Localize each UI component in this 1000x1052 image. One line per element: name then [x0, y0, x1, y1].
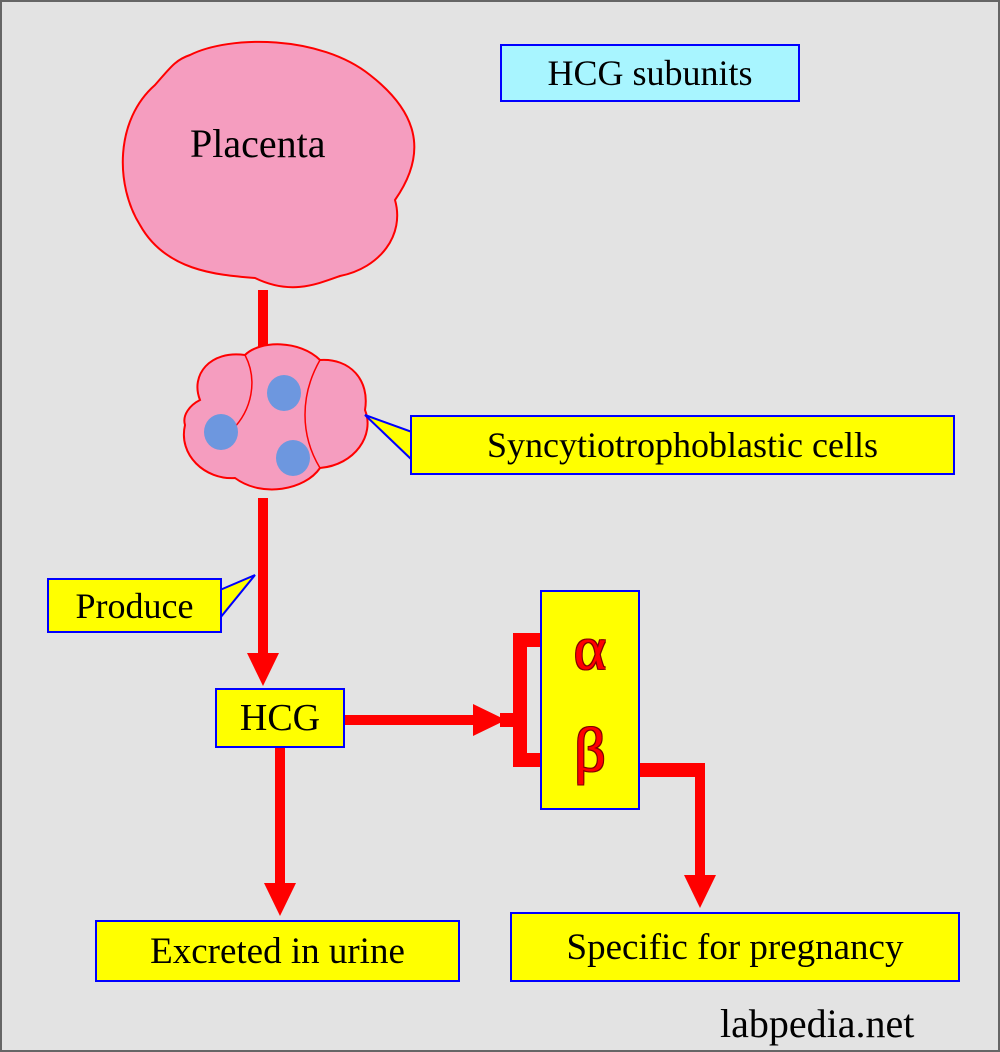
source-label: labpedia.net: [720, 1000, 914, 1047]
subunits-box: α β: [540, 590, 640, 810]
placenta-label: Placenta: [190, 120, 326, 167]
nucleus-1: [204, 414, 238, 450]
excreted-box: Excreted in urine: [95, 920, 460, 982]
diagram-svg: [0, 0, 1000, 1052]
specific-text: Specific for pregnancy: [567, 926, 904, 969]
excreted-text: Excreted in urine: [150, 930, 405, 973]
title-text: HCG subunits: [547, 52, 752, 94]
beta-symbol: β: [574, 716, 606, 787]
produce-text: Produce: [76, 585, 194, 627]
nucleus-3: [276, 440, 310, 476]
title-box: HCG subunits: [500, 44, 800, 102]
alpha-symbol: α: [574, 614, 606, 685]
nucleus-2: [267, 375, 301, 411]
syncytio-text: Syncytiotrophoblastic cells: [487, 424, 878, 466]
diagram-container: HCG subunits Placenta Syncytiotrophoblas…: [0, 0, 1000, 1052]
hcg-box: HCG: [215, 688, 345, 748]
syncytio-box: Syncytiotrophoblastic cells: [410, 415, 955, 475]
produce-box: Produce: [47, 578, 222, 633]
specific-box: Specific for pregnancy: [510, 912, 960, 982]
hcg-text: HCG: [240, 696, 320, 740]
